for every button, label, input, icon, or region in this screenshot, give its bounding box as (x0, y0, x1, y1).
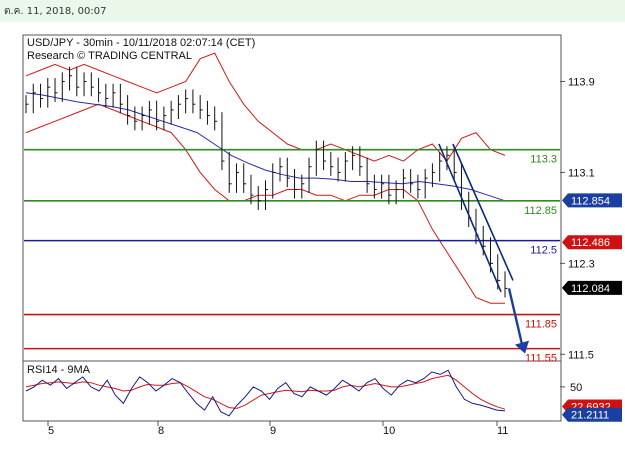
main-panel-frame (22, 34, 562, 362)
price-tag (562, 235, 622, 250)
y-tick-label: 111.5 (568, 349, 594, 361)
rsi-line (25, 369, 506, 417)
y-tick-label: 113.1 (568, 167, 595, 179)
price-tag-label: 112.486 (571, 237, 610, 249)
x-tick-label: 11 (497, 425, 508, 437)
rsi-title: RSI14 - 9MA (27, 364, 91, 376)
rsi-lines (25, 369, 506, 417)
x-axis-ticks: 5 8 9 10 11 (47, 421, 508, 437)
x-tick-label: 8 (158, 425, 164, 437)
projection-arrow-head (515, 340, 529, 354)
y-tick-label: 112.3 (568, 258, 595, 270)
upper-bollinger-band (25, 52, 506, 162)
level-label: 113.3 (530, 154, 557, 166)
y-tick-label: 113.9 (568, 76, 595, 88)
price-tag-label: 21.2111 (571, 410, 609, 422)
rsi-ma-line (25, 374, 506, 410)
support-resistance-levels: 113.3 112.85 112.5 111.85 111.55 (24, 148, 560, 365)
price-bars (25, 66, 508, 298)
level-label: 111.85 (525, 319, 557, 331)
date-header-text: ต.ค. 11, 2018, 00:07 (4, 6, 107, 17)
x-tick-label: 10 (383, 425, 395, 437)
trend-channel-upper (452, 143, 514, 281)
price-tag (562, 280, 622, 295)
x-tick-label: 9 (270, 425, 276, 437)
date-header-bar: ต.ค. 11, 2018, 00:07 (0, 0, 625, 22)
level-label: 112.85 (524, 205, 557, 217)
rsi-tick-label: 50 (570, 382, 582, 394)
trend-channel (438, 143, 529, 354)
level-label: 111.55 (525, 353, 557, 365)
price-tag-label: 112.854 (571, 195, 610, 207)
x-tick-label: 5 (48, 425, 54, 437)
level-label: 112.5 (530, 245, 557, 257)
y-axis-ticks: 113.9 113.1 112.3 111.5 50 (560, 76, 595, 394)
price-tag (562, 407, 622, 422)
price-tag (562, 193, 622, 208)
price-tag-label: 112.084 (571, 283, 610, 295)
projection-arrow-shaft (507, 288, 525, 349)
chart-title: USD/JPY - 30min - 10/11/2018 02:07:14 (C… (27, 37, 255, 49)
chart-subtitle: Research © TRADING CENTRAL (27, 50, 192, 62)
trend-channel-lower (438, 143, 502, 293)
